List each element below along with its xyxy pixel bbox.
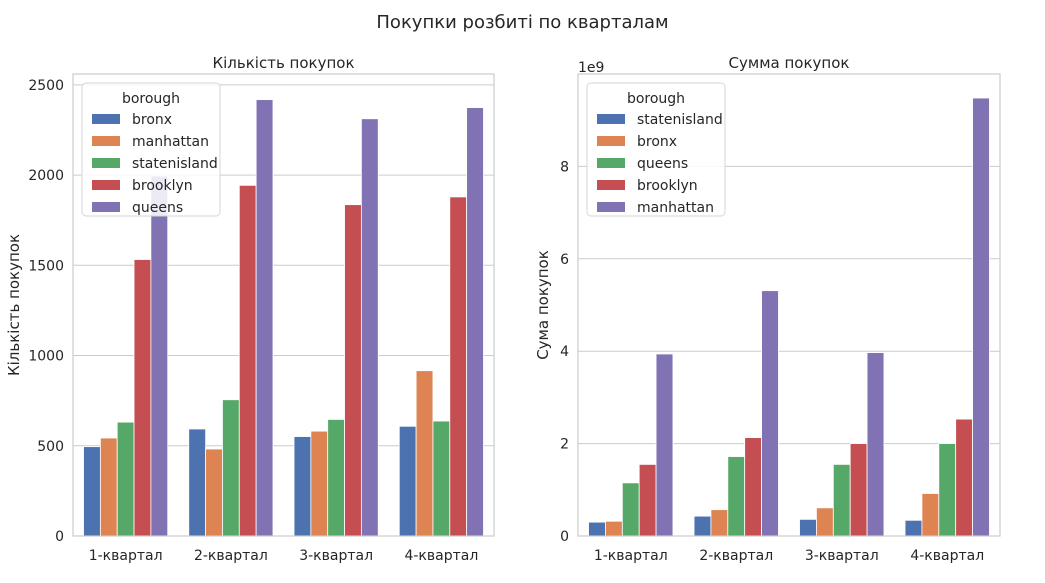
chart1-legend-swatch-statenisland	[92, 158, 120, 168]
chart2-ytick-label: 6	[560, 252, 569, 268]
figure-suptitle: Покупки розбиті по кварталам	[376, 12, 669, 33]
chart1-bar-statenisland-3	[327, 419, 345, 537]
chart2-legend-title: borough	[627, 91, 685, 107]
chart2-bar-queens-3	[832, 463, 851, 537]
chart1-legend-swatch-queens	[92, 202, 120, 212]
chart1-ytick-label: 500	[37, 439, 64, 455]
chart1-bar-manhattan-3	[310, 430, 329, 537]
chart2-bar-statenisland-3	[799, 518, 817, 537]
chart1-xtick-label: 2-квартал	[194, 548, 268, 564]
chart2-legend-label-bronx: bronx	[637, 134, 677, 150]
chart1-bar-queens-1	[150, 175, 169, 537]
chart2-ytick-label: 4	[560, 344, 569, 360]
chart1-legend-title: borough	[122, 91, 180, 107]
chart1-bar-queens-3	[360, 118, 379, 537]
chart2-xtick-label: 1-квартал	[594, 548, 668, 564]
chart1-ytick-label: 2000	[28, 168, 64, 184]
chart2-legend-label-statenisland: statenisland	[637, 112, 723, 128]
chart1-bar-brooklyn-2	[238, 184, 257, 537]
chart1-bar-statenisland-4	[432, 420, 451, 537]
chart1-legend-label-queens: queens	[132, 200, 183, 216]
chart1-bar-brooklyn-1	[133, 259, 152, 537]
chart1-bar-bronx-1	[83, 446, 101, 537]
chart2-legend-swatch-brooklyn	[597, 180, 625, 190]
chart2-bar-queens-2	[727, 456, 746, 537]
chart2-ylabel: Сума покупок	[534, 250, 552, 360]
chart1-bar-bronx-2	[188, 428, 207, 537]
chart2-offset-label: 1e9	[578, 60, 604, 76]
chart1-axes-frame	[72, 73, 495, 537]
chart1-bar-manhattan-2	[205, 448, 223, 537]
chart1-title: Кількість покупок	[212, 54, 354, 72]
chart2-bar-statenisland-4	[904, 519, 923, 537]
chart1-bar-bronx-3	[293, 436, 312, 537]
chart1-legend-label-brooklyn: brooklyn	[132, 178, 193, 194]
chart2-bar-manhattan-1	[655, 353, 674, 537]
chart2-legend-swatch-bronx	[597, 136, 625, 146]
chart1-bar-queens-2	[255, 99, 274, 537]
chart2-bar-statenisland-2	[693, 515, 712, 537]
chart2-ytick-label: 8	[560, 159, 569, 175]
chart2-legend-label-brooklyn: brooklyn	[637, 178, 698, 194]
chart1-ytick-label: 1000	[28, 349, 64, 365]
chart1-bar-manhattan-4	[415, 370, 434, 537]
chart1-legend-swatch-bronx	[92, 114, 120, 124]
chart2-ytick-label: 0	[560, 529, 569, 545]
chart2-bar-manhattan-2	[761, 290, 779, 537]
chart2-bar-queens-1	[621, 482, 640, 537]
chart2-bar-queens-4	[938, 443, 957, 537]
chart2-ytick-label: 2	[560, 437, 569, 453]
chart1-xtick-label: 3-квартал	[299, 548, 373, 564]
chart1-bar-brooklyn-3	[344, 204, 362, 537]
chart2-bar-brooklyn-3	[849, 443, 868, 537]
chart2-title: Сумма покупок	[729, 54, 850, 72]
chart2-legend-swatch-statenisland	[597, 114, 625, 124]
chart1-ytick-label: 1500	[28, 258, 64, 274]
chart1-legend-swatch-brooklyn	[92, 180, 120, 190]
chart2-legend-swatch-manhattan	[597, 202, 625, 212]
chart1-bar-statenisland-1	[116, 421, 135, 537]
chart2-bar-manhattan-3	[866, 352, 885, 537]
chart1-bar-bronx-4	[398, 425, 417, 537]
chart1-legend-label-statenisland: statenisland	[132, 156, 218, 172]
chart1-legend-label-bronx: bronx	[132, 112, 172, 128]
chart1-xtick-label: 1-квартал	[89, 548, 163, 564]
chart2-bar-brooklyn-4	[955, 418, 973, 537]
chart2-legend-label-manhattan: manhattan	[637, 200, 714, 216]
chart1-legend-label-manhattan: manhattan	[132, 134, 209, 150]
chart1-xtick-label: 4-квартал	[404, 548, 478, 564]
chart1-bar-manhattan-1	[99, 437, 118, 537]
chart2-bar-bronx-2	[710, 509, 729, 537]
chart2-legend-swatch-queens	[597, 158, 625, 168]
chart2-legend-label-queens: queens	[637, 156, 688, 172]
chart2-bar-bronx-4	[921, 493, 940, 537]
chart2-axes-frame	[577, 73, 1001, 537]
chart2-xtick-label: 3-квартал	[805, 548, 879, 564]
chart1-ytick-label: 2500	[28, 78, 64, 94]
chart2-xtick-label: 4-квартал	[910, 548, 984, 564]
chart2-bar-statenisland-1	[588, 521, 606, 537]
chart1-legend-swatch-manhattan	[92, 136, 120, 146]
chart2-xtick-label: 2-квартал	[699, 548, 773, 564]
chart1-bar-statenisland-2	[222, 399, 240, 537]
chart1-bar-brooklyn-4	[449, 196, 468, 537]
chart1-ylabel: Кількість покупок	[5, 234, 23, 376]
chart1-ytick-label: 0	[55, 529, 64, 545]
chart2-bar-bronx-1	[605, 520, 623, 537]
chart2-bar-manhattan-4	[972, 97, 990, 537]
chart2-bar-bronx-3	[816, 507, 834, 537]
chart1-bar-queens-4	[466, 107, 484, 537]
chart2-bar-brooklyn-1	[638, 463, 657, 537]
chart2-bar-brooklyn-2	[744, 437, 762, 537]
